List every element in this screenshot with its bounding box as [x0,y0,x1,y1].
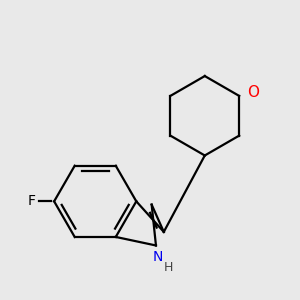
Text: H: H [164,260,173,274]
Text: F: F [28,194,36,208]
Text: O: O [248,85,260,100]
Text: N: N [153,250,163,264]
